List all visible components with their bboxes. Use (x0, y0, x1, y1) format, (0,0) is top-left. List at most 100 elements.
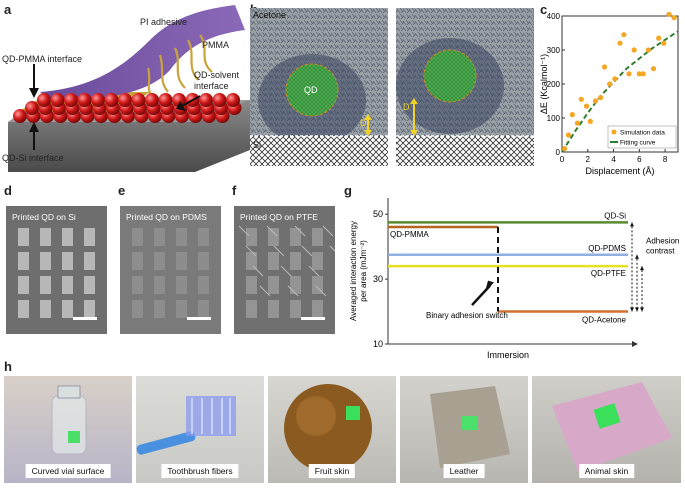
panel-label-c: c (540, 2, 548, 17)
printed-pad (268, 252, 279, 270)
label-d-right: D (403, 102, 410, 112)
printed-pad (312, 252, 323, 270)
qd-sphere (199, 93, 213, 107)
qd-spheres (13, 93, 242, 123)
micrograph-ptfe-label: Printed QD on PTFE (240, 212, 318, 222)
printed-pad (18, 252, 29, 270)
printed-pad (40, 228, 51, 246)
printed-pad (154, 228, 165, 246)
printed-pad (132, 276, 143, 294)
fitting-curve (561, 30, 679, 153)
data-point (561, 146, 568, 152)
y-tick-label: 400 (547, 12, 561, 21)
data-point (631, 47, 637, 53)
scale-bar (187, 317, 211, 320)
photo-toothbrush: Toothbrush fibers (136, 376, 264, 483)
printed-pad (132, 300, 143, 318)
data-point (617, 40, 623, 46)
qd-sphere (37, 93, 51, 107)
photo-vial: Curved vial surface (4, 376, 132, 483)
qd-sphere (145, 93, 159, 107)
data-point (601, 64, 608, 70)
data-point (607, 81, 613, 87)
label-pmma: PMMA (202, 40, 229, 50)
data-point (656, 35, 662, 41)
printed-pad (312, 276, 323, 294)
printed-pad (198, 300, 209, 318)
micrograph-ptfe: Printed QD on PTFE (234, 206, 335, 334)
x-tick-label: 0 (560, 155, 565, 164)
surface-streak (273, 245, 285, 257)
y-tick-label: 200 (547, 80, 561, 89)
y-axis-label: ΔE (Kcalmol⁻¹) (540, 54, 549, 114)
label-qd-pmma-interface: QD-PMMA interface (2, 54, 83, 64)
label-pi-adhesive: PI adhesive (140, 17, 188, 27)
panel-b-snapshots (250, 8, 534, 166)
printed-pad (62, 252, 73, 270)
surface-streak (266, 225, 278, 237)
label-qd-si-interface: QD-Si interface (2, 153, 64, 163)
scale-bar (301, 317, 325, 320)
y-tick-label: 30 (373, 274, 383, 284)
annotation-adhesion: Adhesion (646, 236, 679, 245)
printed-pad (84, 228, 95, 246)
printed-pad (62, 300, 73, 318)
legend-entry: Fitting curve (620, 140, 656, 147)
printed-pad (132, 252, 143, 270)
caption-vial: Curved vial surface (25, 464, 111, 478)
surface-streak (259, 285, 271, 297)
panel-label-a: a (4, 2, 12, 17)
data-point (578, 96, 584, 102)
panel-label-d: d (4, 183, 12, 198)
printed-pad (18, 228, 29, 246)
printed-pad (268, 276, 279, 294)
micrograph-si-label: Printed QD on Si (12, 212, 76, 222)
y-tick-label: 100 (547, 114, 561, 123)
qd-sphere (50, 93, 65, 107)
surface-streak (245, 245, 257, 257)
y-tick-label: 50 (373, 209, 383, 219)
surface-streak (301, 245, 313, 257)
qd-sphere (131, 93, 146, 107)
printed-pad (84, 276, 95, 294)
label-qd-ptfe: QD-PTFE (591, 269, 626, 278)
data-point (574, 120, 581, 126)
caption-fruit: Fruit skin (308, 464, 356, 478)
panel-c-chart: 0 2 4 6 8 0 100 200 300 400 Displacement (Å) ΔE (Kc… (540, 11, 679, 176)
printed-pad (40, 276, 51, 294)
printed-pad (154, 276, 165, 294)
qd-sphere (118, 93, 132, 107)
data-point (645, 47, 651, 53)
x-tick-label: 8 (663, 155, 668, 164)
data-point (650, 66, 657, 72)
printed-pad (62, 276, 73, 294)
panel-label-e: e (118, 183, 126, 198)
data-point (626, 71, 632, 77)
qd-sphere (25, 101, 39, 115)
printed-pad (198, 276, 209, 294)
label-qd-solvent-interface: QD-solvent interface (194, 70, 240, 91)
x-tick-label: 6 (637, 155, 642, 164)
printed-pad (198, 252, 209, 270)
qd-sphere (158, 93, 173, 107)
x-axis-label: Displacement (Å) (585, 166, 654, 176)
data-point (598, 95, 604, 101)
data-point (621, 32, 627, 38)
photo-leather: Leather (400, 376, 528, 483)
y-tick-label: 10 (373, 339, 383, 349)
printed-pad (84, 252, 95, 270)
y-axis-label-line2: per area (mJm⁻²) (359, 240, 368, 302)
caption-animal-skin: Animal skin (578, 464, 635, 478)
data-point (636, 71, 642, 77)
qd-sphere (64, 93, 78, 107)
qd-sphere (172, 93, 186, 107)
qd-sphere (212, 93, 227, 107)
printed-pad (268, 228, 279, 246)
caption-leather: Leather (443, 464, 485, 478)
legend-box (607, 125, 677, 149)
legend-marker (611, 129, 617, 135)
printed-pad (246, 300, 257, 318)
photo-fruit: Fruit skin (268, 376, 396, 483)
printed-pad (290, 228, 301, 246)
label-qd-acetone: QD-Acetone (582, 316, 627, 325)
